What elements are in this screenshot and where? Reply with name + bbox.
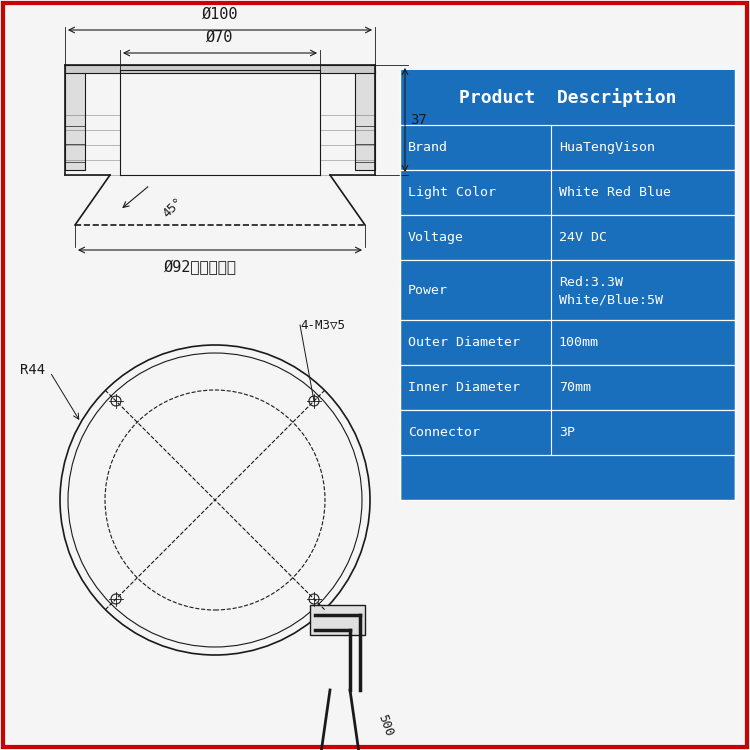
Text: 70mm: 70mm — [559, 381, 591, 394]
Text: Outer Diameter: Outer Diameter — [408, 336, 520, 349]
Text: Brand: Brand — [408, 141, 448, 154]
Text: Inner Diameter: Inner Diameter — [408, 381, 520, 394]
Text: White Red Blue: White Red Blue — [559, 186, 670, 199]
Bar — [400, 170, 735, 215]
Text: White/Blue:5W: White/Blue:5W — [559, 293, 663, 307]
Text: Ø70: Ø70 — [206, 30, 234, 45]
Text: Connector: Connector — [408, 426, 480, 439]
Bar — [400, 125, 735, 170]
Bar — [310, 605, 365, 635]
Text: 37: 37 — [410, 113, 427, 127]
Text: 24V DC: 24V DC — [559, 231, 607, 244]
Bar — [400, 70, 735, 125]
Bar — [65, 70, 85, 170]
Bar — [400, 320, 735, 365]
Bar — [65, 65, 375, 73]
Text: 500: 500 — [375, 712, 395, 738]
Text: R44: R44 — [20, 363, 45, 377]
Bar — [400, 260, 735, 320]
Text: 45°: 45° — [160, 195, 185, 220]
Bar — [400, 70, 735, 500]
Text: Voltage: Voltage — [408, 231, 464, 244]
Text: Ø100: Ø100 — [202, 7, 238, 22]
Text: Light Color: Light Color — [408, 186, 496, 199]
Text: HuaTengVison: HuaTengVison — [559, 141, 655, 154]
Text: 3P: 3P — [559, 426, 574, 439]
Text: 100mm: 100mm — [559, 336, 598, 349]
Bar — [400, 215, 735, 260]
Text: 4-M3▽5: 4-M3▽5 — [300, 319, 345, 332]
Text: Ø92（发光区）: Ø92（发光区） — [164, 260, 236, 275]
Text: Power: Power — [408, 284, 448, 296]
Text: Red:3.3W: Red:3.3W — [559, 275, 622, 289]
Bar — [355, 70, 375, 170]
Bar — [400, 410, 735, 455]
Bar — [400, 365, 735, 410]
Text: Product  Description: Product Description — [459, 88, 676, 107]
